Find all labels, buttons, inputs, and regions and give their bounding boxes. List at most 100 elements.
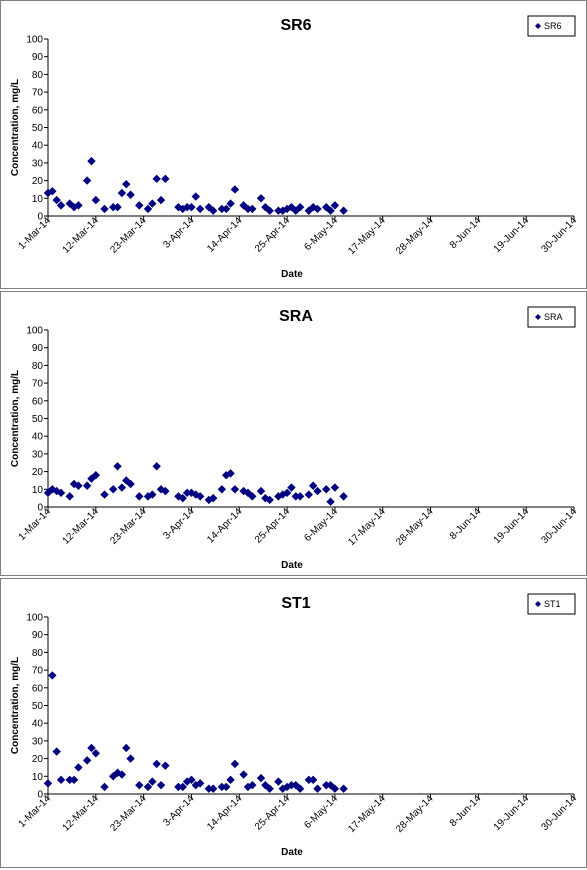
data-point [230, 759, 240, 769]
y-tick-label: 0 [37, 212, 43, 223]
x-axis-title: Date [281, 560, 303, 571]
data-point [248, 204, 257, 214]
data-point [222, 204, 231, 214]
data-point [313, 204, 322, 214]
x-tick-label: 8-Jun-14 [448, 215, 484, 251]
x-tick-label: 6-May-14 [302, 506, 340, 544]
data-point [91, 470, 101, 480]
x-tick-label: 17-May-14 [346, 506, 388, 548]
data-point [109, 202, 118, 212]
data-point [100, 782, 109, 792]
y-tick-label: 90 [32, 343, 44, 354]
chart-title: SR6 [280, 17, 311, 34]
data-point [256, 773, 266, 783]
x-tick-label: 14-Apr-14 [205, 215, 245, 255]
y-tick-label: 80 [32, 361, 44, 372]
data-point [265, 206, 274, 215]
x-tick-label: 28-May-14 [394, 506, 436, 548]
data-point [313, 784, 322, 793]
x-tick-label: 1-Mar-14 [17, 215, 54, 252]
data-point [230, 185, 240, 194]
chart-panel-sra: SRA 0 10 20 30 40 50 60 70 80 90 100 1-Mar-14 12-Mar-… [0, 291, 587, 576]
data-point [113, 462, 122, 471]
y-tick-label: 60 [32, 105, 44, 116]
x-tick-label: 17-May-14 [346, 793, 388, 835]
data-point [82, 481, 92, 490]
x-tick-label: 12-Mar-14 [61, 215, 102, 256]
data-point [330, 201, 340, 210]
x-tick-label: 23-Mar-14 [108, 793, 149, 834]
y-tick-label: 20 [32, 176, 44, 187]
data-point [100, 490, 109, 499]
chart-panel-sr6: SR6 0 10 20 30 40 50 60 70 80 90 100 1-Mar-14 12-Mar-… [0, 0, 587, 289]
x-tick-label: 1-Mar-14 [17, 506, 54, 543]
chart-title: ST1 [281, 595, 310, 612]
data-point [208, 493, 218, 503]
data-point [52, 195, 61, 205]
x-tick-label: 23-Mar-14 [108, 215, 149, 256]
data-point [48, 671, 57, 680]
x-tick-label: 3-Apr-14 [161, 215, 197, 251]
data-point [295, 492, 305, 501]
data-point [126, 190, 135, 199]
chart-panel-st1: ST1 0 10 20 30 40 50 60 70 80 90 100 1-Mar-14 12-Mar-… [0, 578, 587, 868]
data-point [152, 462, 161, 471]
y-axis-title: Concentration, mg/L [10, 370, 21, 467]
y-tick-label: 90 [32, 630, 44, 641]
y-tick-label: 80 [32, 70, 44, 81]
y-tick-label: 40 [32, 432, 44, 443]
y-tick-label: 70 [32, 379, 44, 390]
data-point [243, 204, 253, 214]
legend-marker [535, 23, 541, 29]
data-point [339, 206, 348, 215]
data-point [87, 156, 96, 166]
data-point [148, 199, 157, 208]
data-point [148, 490, 157, 499]
y-tick-label: 60 [32, 396, 44, 407]
y-tick-label: 70 [32, 666, 44, 677]
data-point [65, 492, 74, 501]
data-point [274, 206, 283, 215]
legend-marker [535, 314, 541, 320]
x-tick-label: 30-Jun-14 [540, 506, 580, 546]
data-point [69, 775, 79, 785]
data-point [56, 201, 66, 210]
data-point [182, 488, 192, 498]
x-tick-label: 30-Jun-14 [540, 215, 580, 255]
data-point [122, 179, 131, 189]
data-point [152, 174, 161, 184]
x-tick-label: 12-Mar-14 [61, 506, 102, 547]
x-tick-label: 19-Jun-14 [492, 793, 532, 833]
data-point [226, 199, 235, 208]
data-point [182, 202, 192, 212]
chart-svg: SR6 0 10 20 30 40 50 60 70 80 90 100 1-Mar-14 12-Mar-… [10, 15, 580, 280]
legend-marker [535, 601, 541, 607]
y-tick-label: 50 [32, 414, 44, 425]
x-tick-label: 3-Apr-14 [161, 506, 197, 542]
y-axis-title: Concentration, mg/L [10, 657, 21, 754]
y-tick-label: 0 [37, 503, 43, 514]
data-point [113, 768, 122, 777]
legend-label: SR6 [544, 21, 562, 31]
data-point [87, 743, 96, 753]
data-point [87, 474, 96, 483]
data-point [326, 206, 335, 215]
y-tick-label: 10 [32, 772, 44, 783]
data-point [100, 204, 109, 214]
chart-svg: ST1 0 10 20 30 40 50 60 70 80 90 100 1-Mar-14 12-Mar-… [10, 593, 579, 858]
x-tick-label: 25-Apr-14 [253, 793, 293, 833]
data-point [322, 485, 331, 494]
data-point [48, 187, 57, 196]
y-tick-label: 50 [32, 123, 44, 134]
data-point [313, 486, 322, 496]
x-axis-title: Date [281, 847, 303, 858]
data-point [308, 481, 318, 490]
data-point [239, 770, 248, 779]
data-point [52, 747, 61, 756]
x-tick-label: 8-Jun-14 [448, 506, 484, 542]
data-point [191, 192, 201, 201]
y-tick-label: 40 [32, 141, 44, 152]
y-tick-label: 40 [32, 719, 44, 730]
data-point [230, 485, 240, 494]
data-point [56, 775, 66, 785]
